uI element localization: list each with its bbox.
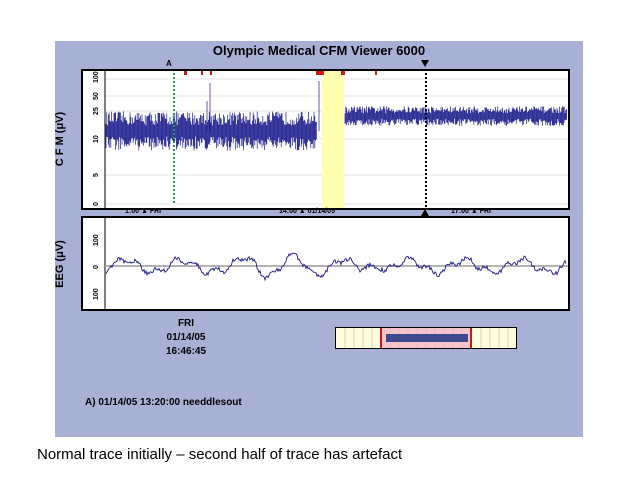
cfm-tick-0: 0 (93, 202, 100, 206)
cfm-trace-left (105, 81, 320, 151)
scrollbar-thumb[interactable] (386, 334, 468, 342)
info-date: 01/14/05 (166, 332, 206, 343)
time-label-3: 17:00 ▲ FRI (451, 208, 491, 215)
time-axis: 1:00 ▲ FRI 14:00 ▲ 01/14/05 17:00 ▲ FRI (81, 208, 570, 218)
overview-scrollbar-svg (344, 328, 509, 348)
time-label-2: 14:00 ▲ 01/14/05 (279, 208, 335, 215)
cfm-y-axis-label: C F M (μV) (54, 111, 66, 167)
eeg-trace (105, 252, 567, 282)
cfm-trace-panel[interactable]: 100 50 25 10 5 0 (81, 69, 570, 210)
cursor-time-info: FRI 01/14/05 16:46:45 (166, 317, 206, 359)
info-time: 16:46:45 (166, 346, 207, 357)
time-label-1: 1:00 ▲ FRI (125, 208, 162, 215)
event-marker-a-label: A (166, 59, 172, 68)
eeg-tick-zero: 0 (93, 265, 100, 269)
cfm-tick-50: 50 (93, 92, 100, 100)
overview-scrollbar[interactable] (335, 327, 517, 349)
event-markers (184, 71, 377, 75)
cfm-tick-10: 10 (93, 135, 100, 143)
cfm-tick-5: 5 (93, 173, 100, 177)
cfm-viewer-window: Olympic Medical CFM Viewer 6000 100 50 2… (54, 41, 583, 437)
eeg-trace-svg: 100 0 100 (83, 218, 568, 309)
cfm-tick-25: 25 (93, 107, 100, 115)
event-annotation: A) 01/14/05 13:20:00 needdlesout (85, 397, 242, 408)
slide-caption: Normal trace initially – second half of … (37, 446, 403, 463)
cfm-trace-svg: 100 50 25 10 5 0 (83, 71, 568, 208)
cursor-top-triangle[interactable] (421, 60, 429, 67)
app-title: Olympic Medical CFM Viewer 6000 (212, 43, 426, 58)
cursor-bottom-triangle[interactable] (421, 209, 429, 216)
cfm-tick-100: 100 (93, 71, 100, 83)
artefact-highlight (322, 71, 344, 208)
eeg-trace-panel[interactable]: 100 0 100 (81, 216, 570, 311)
eeg-y-axis-label: EEG (μV) (54, 240, 66, 288)
eeg-tick-bottom: 100 (93, 288, 100, 300)
eeg-tick-top: 100 (93, 234, 100, 246)
cfm-trace-right (344, 106, 567, 126)
info-day: FRI (177, 318, 195, 329)
